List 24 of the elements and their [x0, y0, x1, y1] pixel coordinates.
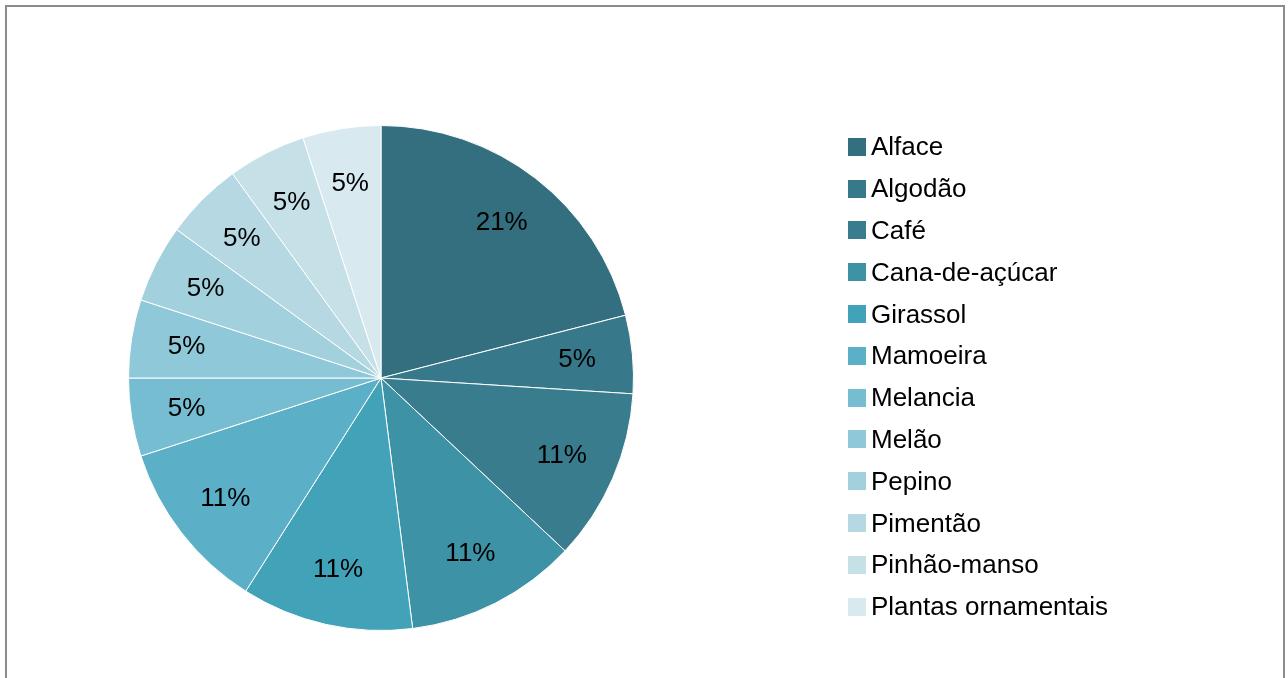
data-label: 11%	[200, 481, 251, 512]
legend-label: Café	[871, 214, 926, 246]
legend-label: Plantas ornamentais	[871, 591, 1109, 623]
legend-label: Cana-de-açúcar	[871, 256, 1058, 288]
data-label: 5%	[167, 330, 206, 361]
data-label: 5%	[186, 271, 225, 302]
legend-label: Melão	[871, 423, 942, 455]
data-label: 5%	[272, 185, 311, 216]
data-label: 5%	[331, 166, 369, 197]
legend-label: Alface	[871, 131, 944, 163]
data-label: 11%	[536, 439, 587, 470]
data-label: 5%	[222, 221, 261, 252]
data-label: 11%	[312, 553, 364, 584]
legend-label: Algodão	[871, 173, 967, 205]
data-label: 11%	[445, 536, 496, 567]
legend-label: Pinhão-manso	[871, 549, 1039, 581]
legend-label: Melancia	[871, 382, 976, 414]
data-label: 5%	[558, 342, 596, 373]
data-label: 5%	[167, 391, 206, 422]
data-label: 21%	[475, 205, 528, 236]
legend-label: Pepino	[871, 465, 952, 497]
legend-label: Mamoeira	[871, 340, 987, 372]
legend-label: Pimentão	[871, 507, 981, 539]
legend-label: Girassol	[871, 298, 967, 330]
